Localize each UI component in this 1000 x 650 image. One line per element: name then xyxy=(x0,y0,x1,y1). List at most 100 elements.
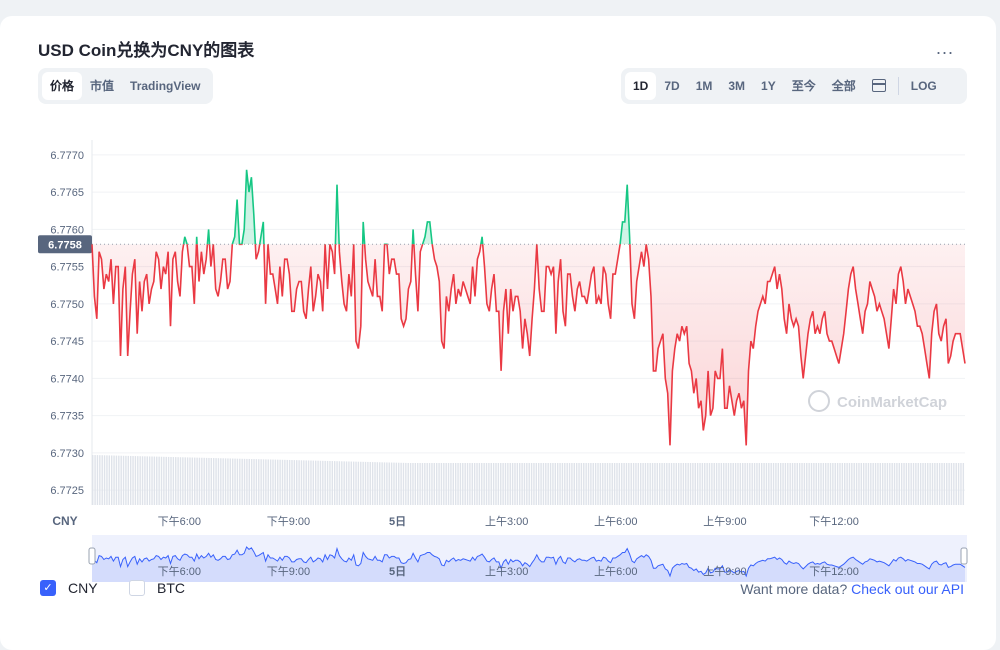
volume-bar xyxy=(464,463,466,505)
api-link[interactable]: Check out our API xyxy=(851,581,964,597)
volume-bar xyxy=(919,463,922,505)
volume-bar xyxy=(305,460,307,505)
volume-bar xyxy=(445,463,447,505)
volume-bar xyxy=(120,455,122,505)
volume-bar xyxy=(950,463,953,505)
volume-bar xyxy=(431,463,433,505)
volume-bar xyxy=(443,463,445,505)
volume-bar xyxy=(203,457,205,505)
volume-bar xyxy=(210,458,213,505)
volume-bar xyxy=(379,462,381,505)
volume-bar xyxy=(813,463,815,505)
volume-bar xyxy=(435,463,438,505)
more-options-button[interactable]: ... xyxy=(936,38,955,58)
volume-bar xyxy=(137,456,139,505)
cny-toggle[interactable]: ✓ CNY xyxy=(40,580,98,596)
volume-bar xyxy=(957,463,960,505)
price-line-down xyxy=(91,244,966,446)
volume-bar xyxy=(587,463,590,505)
volume-bar xyxy=(262,459,265,505)
tab-market-cap[interactable]: 市值 xyxy=(90,79,115,93)
volume-bar xyxy=(148,456,151,505)
volume-bar xyxy=(322,460,324,505)
range-1d[interactable]: 1D xyxy=(625,72,657,100)
volume-bar xyxy=(822,463,825,505)
volume-bar xyxy=(279,459,281,505)
volume-bar xyxy=(763,463,765,505)
currency-axis-label: CNY xyxy=(52,514,77,528)
navigator-area xyxy=(92,547,965,582)
tab-tradingview[interactable]: TradingView xyxy=(130,79,201,93)
volume-bar xyxy=(433,463,436,505)
volume-bar xyxy=(744,463,746,505)
price-line-up xyxy=(92,169,648,245)
volume-bar xyxy=(239,458,241,505)
volume-bar xyxy=(798,463,801,505)
volume-bar xyxy=(616,463,618,505)
volume-bar xyxy=(497,463,500,505)
range-1m[interactable]: 1M xyxy=(695,79,713,93)
volume-bar xyxy=(345,461,348,505)
volume-bar xyxy=(127,455,130,505)
volume-bar xyxy=(742,463,744,505)
date-range-button[interactable] xyxy=(864,72,894,100)
y-tick-label: 6.7735 xyxy=(50,411,84,423)
range-1y[interactable]: 1Y xyxy=(761,79,776,93)
volume-bar xyxy=(269,459,272,505)
volume-bar xyxy=(175,457,177,505)
navigator-right-handle xyxy=(960,547,968,565)
volume-bar xyxy=(815,463,817,505)
volume-bar xyxy=(414,463,417,505)
volume-bar xyxy=(96,455,99,505)
volume-bar xyxy=(386,462,388,505)
log-scale-button[interactable]: LOG xyxy=(910,79,937,93)
range-7d[interactable]: 7D xyxy=(664,79,680,93)
volume-bar xyxy=(125,455,127,505)
volume-bar xyxy=(654,463,656,505)
volume-bar xyxy=(293,460,296,505)
volume-bar xyxy=(115,455,118,505)
volume-bar xyxy=(694,463,696,505)
btc-checkbox[interactable] xyxy=(129,580,145,596)
range-all[interactable]: 全部 xyxy=(831,79,856,93)
volume-bar xyxy=(746,463,749,505)
volume-bar xyxy=(507,463,509,505)
volume-bar xyxy=(580,463,583,505)
volume-bar xyxy=(666,463,668,505)
volume-bar xyxy=(457,463,459,505)
volume-bar xyxy=(317,460,319,505)
volume-bar xyxy=(485,463,488,505)
tab-price[interactable]: 价格 xyxy=(42,72,83,100)
volume-bar xyxy=(779,463,782,505)
volume-bar xyxy=(440,463,443,505)
volume-bar xyxy=(381,462,383,505)
volume-bar xyxy=(540,463,542,505)
volume-bar xyxy=(628,463,630,505)
volume-bar xyxy=(739,463,742,505)
volume-bar xyxy=(355,461,357,505)
volume-bar xyxy=(770,463,772,505)
range-3m[interactable]: 3M xyxy=(728,79,746,93)
volume-bar xyxy=(675,463,678,505)
volume-bar xyxy=(556,463,559,505)
btc-toggle[interactable]: BTC xyxy=(129,580,185,596)
volume-bar xyxy=(827,463,829,505)
volume-bar xyxy=(184,457,186,505)
cny-checkbox[interactable]: ✓ xyxy=(40,580,56,596)
range-ytd[interactable]: 至今 xyxy=(791,79,816,93)
volume-bar xyxy=(139,456,141,505)
volume-bar xyxy=(597,463,599,505)
volume-bar xyxy=(801,463,803,505)
volume-bar xyxy=(917,463,919,505)
volume-bar xyxy=(182,457,184,505)
volume-bar xyxy=(611,463,613,505)
volume-bar xyxy=(896,463,898,505)
volume-bar xyxy=(701,463,704,505)
volume-bar xyxy=(132,456,134,505)
volume-bar xyxy=(255,459,258,505)
volume-bar xyxy=(158,456,160,505)
volume-bar xyxy=(492,463,495,505)
volume-bar xyxy=(129,455,132,505)
volume-bar xyxy=(483,463,485,505)
